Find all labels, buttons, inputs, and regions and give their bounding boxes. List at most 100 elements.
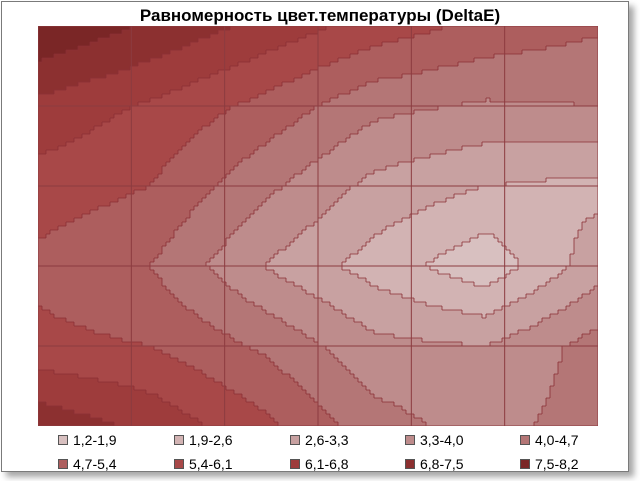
contour-band-9	[38, 74, 107, 79]
contour-band-2	[390, 290, 535, 295]
contour-band-5	[290, 374, 355, 379]
contour-band-6	[222, 382, 299, 387]
contour-band-3	[574, 246, 598, 251]
contour-band-7	[250, 58, 339, 63]
contour-band-5	[490, 98, 598, 103]
contour-band-6	[274, 86, 359, 91]
contour-band-4	[230, 234, 299, 239]
contour-band-4	[290, 178, 363, 183]
contour-band-2	[402, 294, 527, 299]
contour-band-4	[302, 170, 375, 175]
contour-band-10	[38, 30, 123, 35]
contour-band-5	[330, 98, 487, 103]
contour-band-4	[362, 126, 598, 131]
contour-band-5	[154, 270, 215, 275]
contour-band-6	[38, 250, 163, 255]
contour-band-5	[210, 190, 275, 195]
contour-band-6	[202, 126, 287, 131]
contour-band-5	[202, 318, 283, 323]
contour-band-6	[82, 214, 191, 219]
contour-band-8	[38, 374, 79, 379]
contour-band-5	[310, 110, 415, 115]
contour-band-7	[102, 122, 211, 127]
contour-band-7	[146, 390, 235, 395]
contour-band-10	[38, 54, 55, 59]
contour-band-5	[178, 298, 247, 303]
contour-band-5	[522, 50, 598, 55]
contour-band-6	[266, 90, 351, 95]
contour-band-3	[510, 302, 571, 307]
contour-band-4	[218, 250, 279, 255]
contour-band-6	[214, 378, 295, 383]
contour-band-5	[230, 334, 307, 339]
contour-band-3	[482, 142, 598, 147]
contour-band-5	[558, 370, 598, 375]
contour-band-6	[150, 182, 219, 187]
contour-band-5	[234, 166, 307, 171]
contour-band-3	[298, 234, 375, 239]
contour-band-3	[330, 302, 427, 307]
contour-band-6	[54, 314, 199, 319]
contour-band-6	[210, 122, 295, 127]
contour-band-4	[282, 186, 351, 191]
contour-band-4	[394, 402, 547, 407]
contour-band-9	[78, 46, 183, 51]
contour-band-2	[502, 242, 575, 247]
contour-band-5	[558, 362, 598, 367]
contour-band-5	[310, 394, 375, 399]
contour-band-2	[434, 202, 598, 207]
contour-band-4	[346, 366, 559, 371]
contour-band-7	[38, 170, 163, 175]
contour-band-3	[578, 230, 598, 235]
contour-band-4	[538, 322, 598, 327]
contour-band-6	[250, 98, 331, 103]
contour-band-6	[382, 42, 567, 47]
contour-band-2	[382, 230, 579, 235]
grid	[38, 26, 598, 426]
contour-band-9	[38, 410, 75, 415]
contour-band-5	[578, 338, 598, 343]
contour-band-6	[134, 190, 211, 195]
contour-band-5	[358, 86, 598, 91]
contour-band-7	[38, 178, 155, 183]
contour-band-6	[190, 138, 271, 143]
legend-item: 2,6-3,3	[290, 432, 349, 448]
contour-band-5	[366, 82, 598, 87]
contour-band-2	[342, 262, 427, 267]
contour-band-8	[38, 378, 99, 383]
contour-band-8	[170, 50, 267, 55]
contour-band-5	[242, 158, 319, 163]
contour-band-5	[294, 122, 371, 127]
legend-label: 1,2-1,9	[73, 432, 117, 448]
contour-band-5	[542, 410, 598, 415]
contour-band-3	[414, 158, 598, 163]
contour-band-4	[570, 302, 598, 307]
contour-band-2	[506, 274, 559, 279]
contour-band-3	[306, 290, 391, 295]
contour-band-1	[470, 238, 499, 243]
contour-band-7	[218, 70, 311, 75]
legend-swatch	[290, 435, 300, 445]
contour-band-3	[578, 234, 598, 239]
contour-band-3	[290, 242, 367, 247]
contour-band-5	[314, 398, 383, 403]
contour-band-9	[38, 82, 79, 87]
contour-band-7	[150, 98, 251, 103]
contour-band-6	[162, 170, 231, 175]
contour-band-5	[194, 206, 259, 211]
contour-band-5	[294, 378, 359, 383]
contour-band-2	[498, 238, 575, 243]
contour-band-6	[350, 54, 495, 59]
legend-swatch	[58, 435, 68, 445]
contour-band-4	[262, 306, 335, 311]
contour-band-4	[578, 298, 598, 303]
contour-band-4	[218, 274, 279, 279]
contour-band-8	[38, 106, 131, 111]
contour-band-6	[86, 326, 215, 331]
contour-band-4	[318, 158, 415, 163]
legend-label: 3,3-4,0	[420, 432, 464, 448]
contour-band-7	[38, 322, 75, 327]
contour-band-6	[38, 278, 163, 283]
contour-band-4	[306, 334, 395, 339]
contour-band-9	[122, 30, 219, 35]
